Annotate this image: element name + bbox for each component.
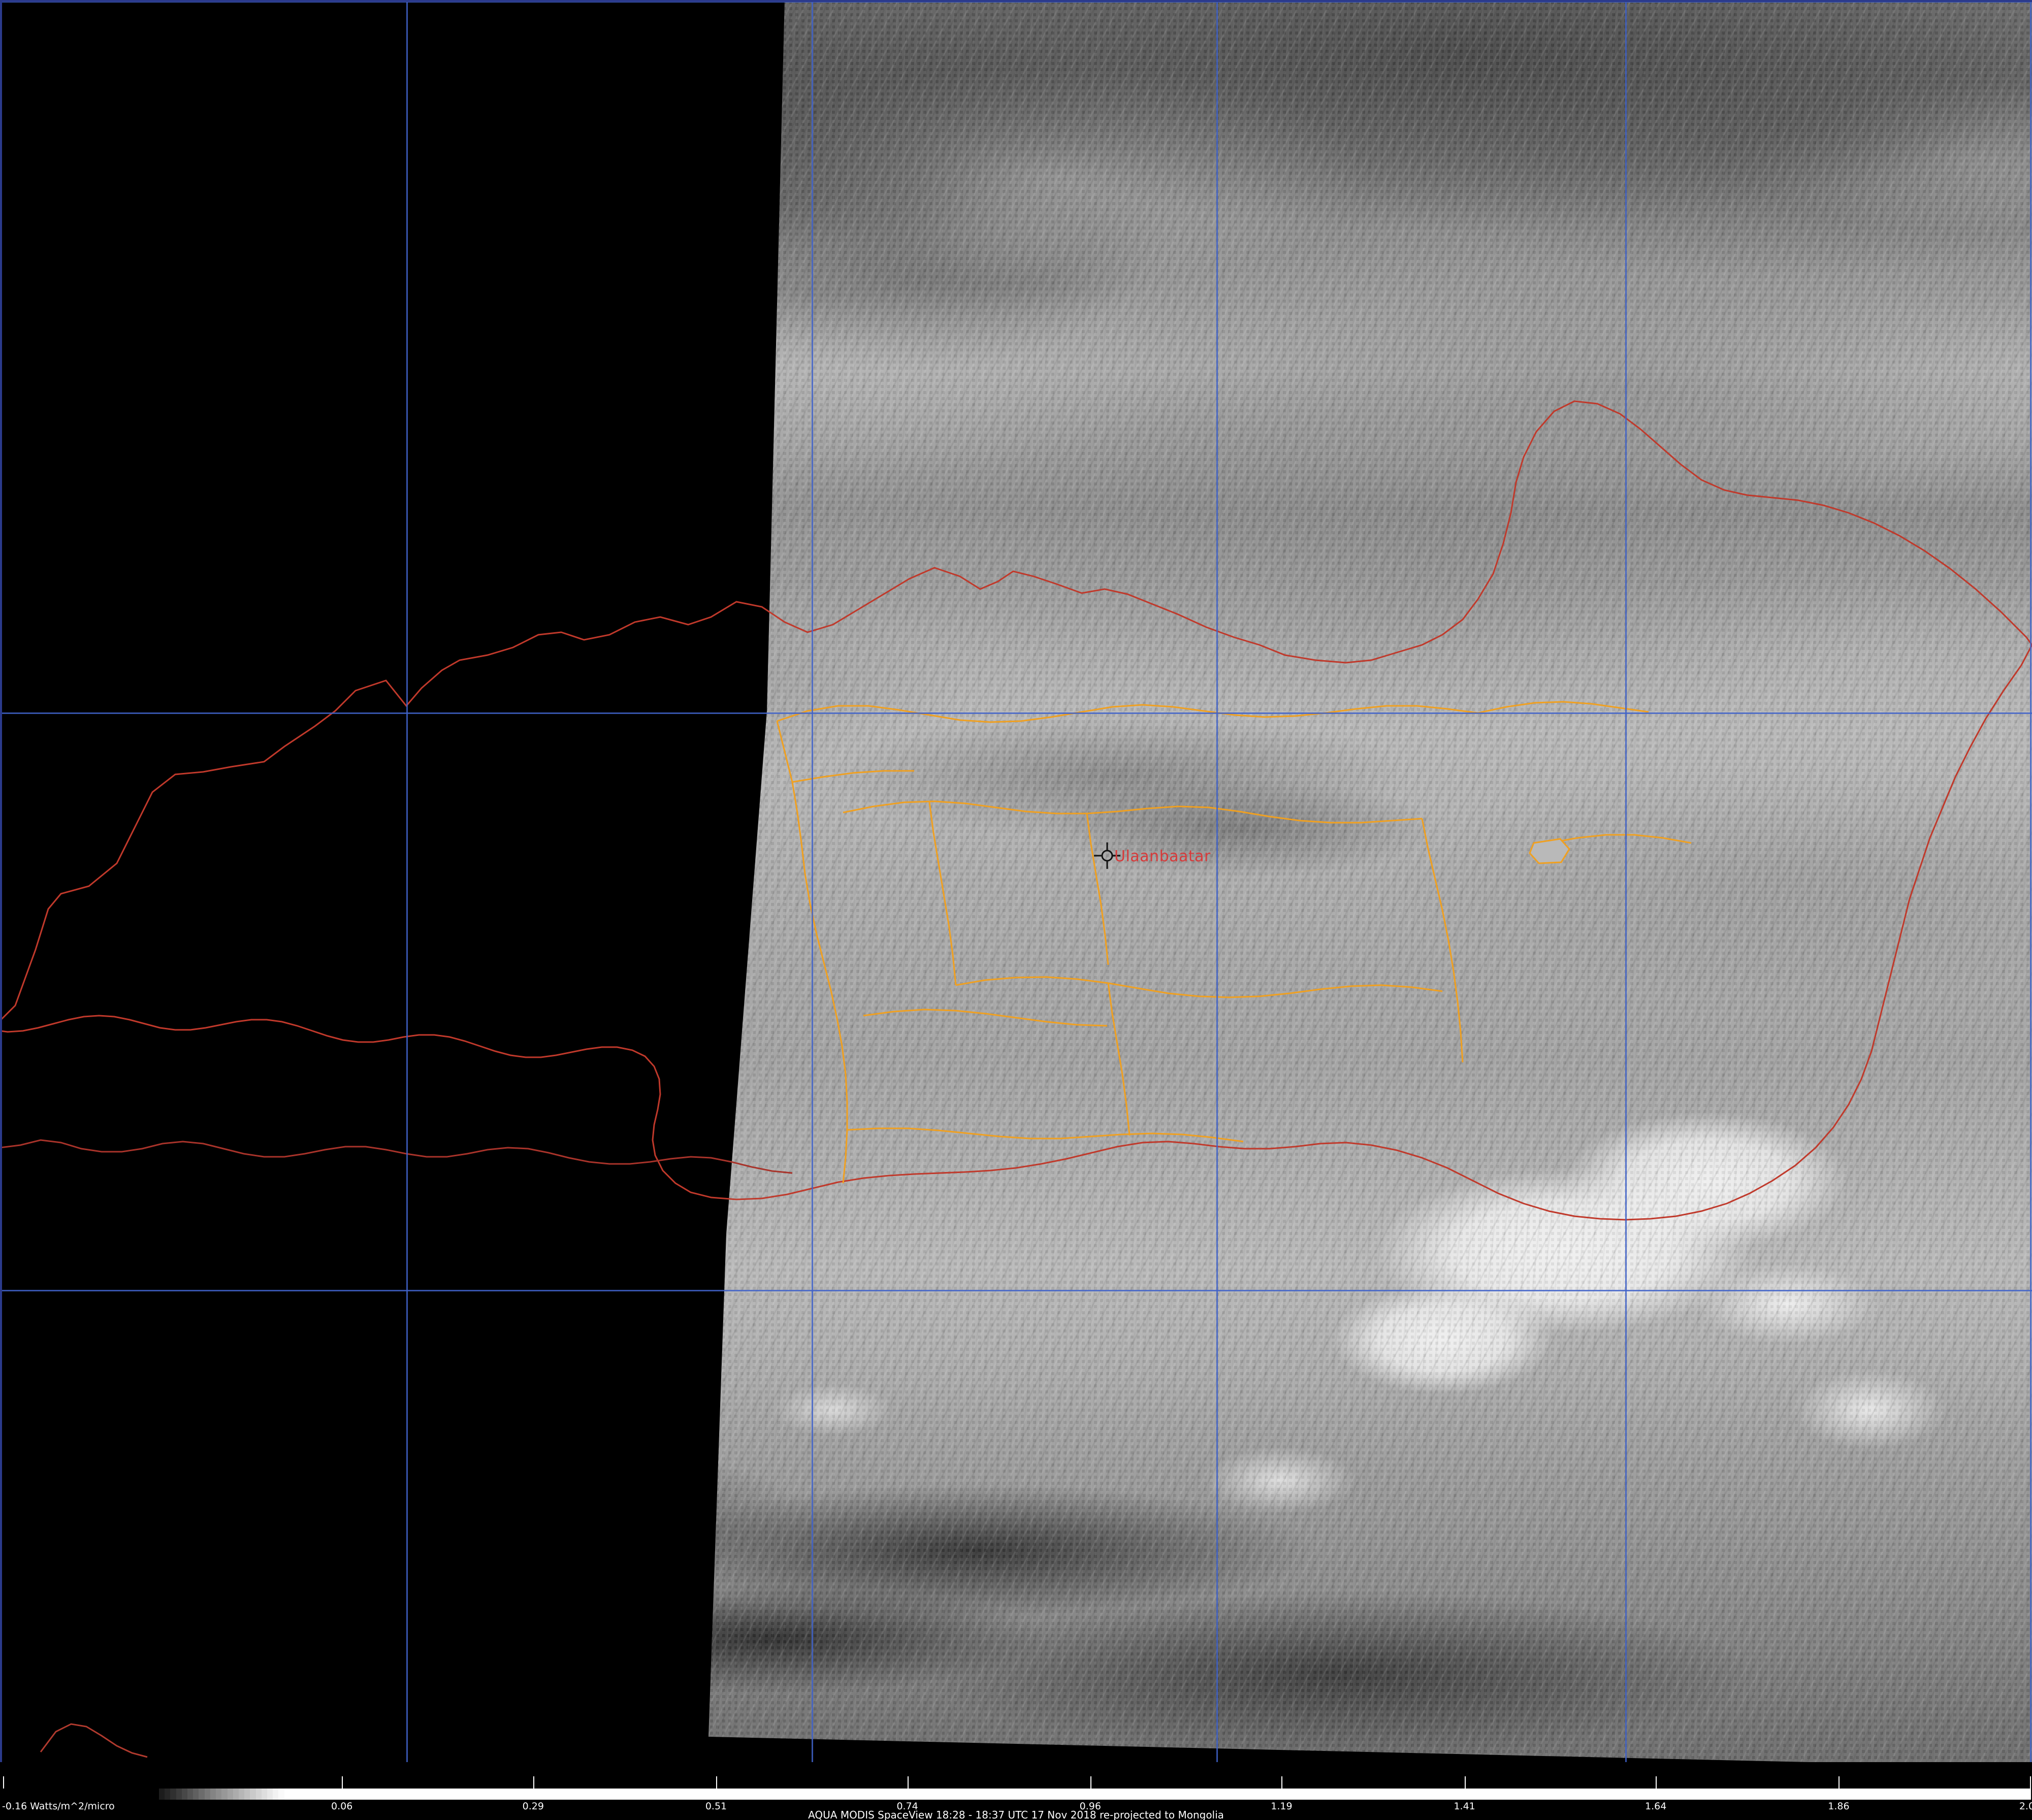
colorbar-segment <box>250 1789 256 1800</box>
province-borders <box>776 701 1692 1184</box>
colorbar-tick-label-2: 0.51 <box>705 1801 727 1812</box>
colorbar[interactable]: 0.06 0.29 0.51 0.74 0.96 1.19 1.41 1.64 1.86 2.09 <box>159 1776 2032 1812</box>
colorbar-segment <box>261 1789 268 1800</box>
colorbar-segment <box>278 1789 285 1800</box>
colorbar-tick-label-4: 0.96 <box>1079 1801 1101 1812</box>
colorbar-segment <box>187 1789 194 1800</box>
colorbar-tick-label-8: 1.86 <box>1828 1801 1850 1812</box>
lake-polygon <box>1529 838 1570 864</box>
frame-border-top <box>0 0 2032 2</box>
colorbar-segment <box>267 1789 274 1800</box>
country-border-south-lower <box>40 1723 148 1758</box>
bottom-bar: -0.16 Watts/m^2/micro 0.06 0.29 0.51 0.74 0.… <box>0 1762 2032 1820</box>
colorbar-tick-1 <box>533 1776 534 1800</box>
frame-border-left <box>0 0 2 1762</box>
colorbar-segment <box>204 1789 211 1800</box>
colorbar-segment <box>159 1789 166 1800</box>
colorbar-segment <box>216 1789 222 1800</box>
colorbar-segment <box>176 1789 182 1800</box>
colorbar-segment <box>227 1789 234 1800</box>
colorbar-tick-label-5: 1.19 <box>1271 1801 1293 1812</box>
colorbar-min-tick <box>3 1776 4 1789</box>
administrative-boundaries <box>0 400 2032 1758</box>
city-marker-ulaanbaatar[interactable]: Ulaanbaatar <box>1092 840 1210 873</box>
image-caption: AQUA MODIS SpaceView 18:28 - 18:37 UTC 1… <box>808 1809 1224 1820</box>
city-label: Ulaanbaatar <box>1114 848 1211 865</box>
colorbar-segment <box>255 1789 262 1800</box>
colorbar-tick-label-6: 1.41 <box>1454 1801 1475 1812</box>
colorbar-tick-9 <box>2030 1776 2031 1800</box>
colorbar-tick-label-7: 1.64 <box>1645 1801 1667 1812</box>
colorbar-segment <box>193 1789 200 1800</box>
colorbar-tick-label-1: 0.29 <box>522 1801 544 1812</box>
country-border-mongolia <box>0 400 2032 1221</box>
colorbar-segment <box>165 1789 171 1800</box>
colorbar-segment <box>181 1789 188 1800</box>
colorbar-segment <box>273 1789 279 1800</box>
colorbar-segment <box>221 1789 228 1800</box>
country-border-neighbours <box>0 1139 793 1174</box>
colorbar-segment <box>233 1789 239 1800</box>
colorbar-segment <box>284 1789 291 1800</box>
crosshair-marker-icon <box>1094 842 1120 869</box>
colorbar-tick-0 <box>342 1776 343 1800</box>
colorbar-tick-label-3: 0.74 <box>896 1801 918 1812</box>
colorbar-tick-8 <box>1839 1776 1840 1800</box>
colorbar-segment <box>170 1789 177 1800</box>
map-canvas[interactable]: Ulaanbaatar <box>0 0 2032 1762</box>
colorbar-units-label: -0.16 Watts/m^2/micro <box>2 1801 115 1812</box>
colorbar-tick-4 <box>1090 1776 1091 1800</box>
swath-edge-seam <box>708 0 2032 1762</box>
colorbar-tick-7 <box>1656 1776 1657 1800</box>
colorbar-saturated-region <box>289 1789 2030 1800</box>
colorbar-tick-2 <box>716 1776 717 1800</box>
colorbar-segment <box>210 1789 217 1800</box>
colorbar-segment <box>238 1789 245 1800</box>
colorbar-segment <box>244 1789 251 1800</box>
modis-swath-image <box>708 0 2032 1762</box>
colorbar-tick-label-9: 2.09 <box>2019 1801 2032 1812</box>
colorbar-segment <box>199 1789 205 1800</box>
colorbar-tick-5 <box>1281 1776 1283 1800</box>
colorbar-tick-6 <box>1464 1776 1466 1800</box>
colorbar-tick-label-0: 0.06 <box>331 1801 353 1812</box>
colorbar-tick-3 <box>907 1776 909 1800</box>
